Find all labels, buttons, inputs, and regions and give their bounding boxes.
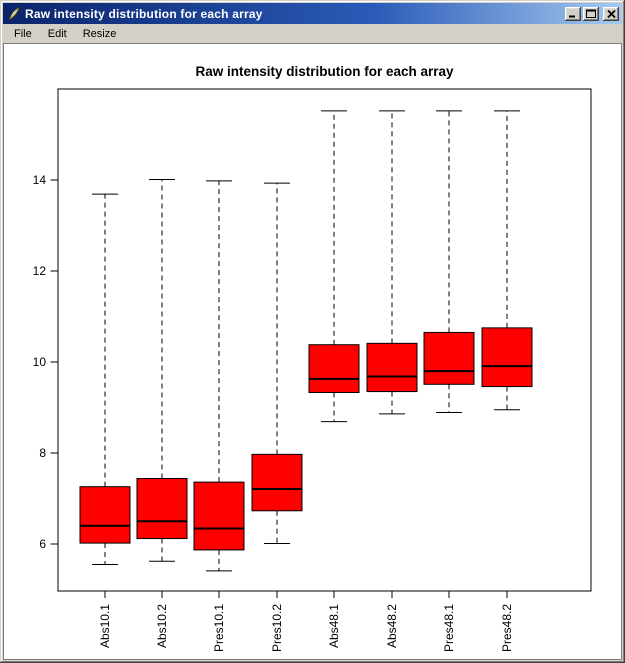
x-tick-label: Pres10.2 (270, 604, 284, 652)
feather-icon[interactable] (7, 6, 22, 21)
window-title: Raw intensity distribution for each arra… (25, 6, 263, 21)
x-tick-label: Abs10.2 (155, 604, 169, 648)
y-tick-label: 12 (33, 264, 47, 278)
maximize-icon (586, 9, 596, 18)
boxplot-box: Pres48.2 (481, 110, 533, 652)
menu-item-edit[interactable]: Edit (47, 27, 67, 40)
menu-bar: File Edit Resize (3, 24, 622, 43)
boxplot-box: Abs48.1 (308, 110, 360, 648)
menu-item-file[interactable]: File (14, 27, 32, 40)
x-tick-label: Pres10.1 (212, 604, 226, 652)
iqr-box (308, 344, 360, 393)
iqr-box (481, 327, 533, 388)
boxplot-box: Abs48.2 (366, 110, 418, 648)
plot-canvas: Raw intensity distribution for each arra… (3, 43, 622, 660)
iqr-box (251, 453, 303, 512)
y-tick-label: 10 (33, 355, 47, 369)
boxplot-box: Pres10.1 (193, 180, 245, 652)
boxplot-box: Abs10.2 (136, 179, 188, 648)
title-bar[interactable]: Raw intensity distribution for each arra… (3, 3, 622, 24)
y-tick-label: 8 (39, 446, 46, 460)
maximize-button[interactable] (583, 6, 599, 21)
x-tick-label: Abs10.1 (98, 604, 112, 648)
iqr-box (423, 331, 475, 385)
x-tick-label: Abs48.2 (385, 604, 399, 648)
iqr-box (136, 477, 188, 540)
minimize-icon (569, 15, 575, 18)
x-tick-label: Pres48.2 (500, 604, 514, 652)
plot-frame (57, 88, 592, 592)
x-tick-label: Pres48.1 (442, 604, 456, 652)
iqr-box (366, 342, 418, 393)
y-tick-label: 14 (33, 173, 47, 187)
close-icon (606, 9, 616, 18)
boxplot-box: Abs10.1 (79, 193, 131, 648)
y-tick-label: 6 (39, 537, 46, 551)
plot-svg: Raw intensity distribution for each arra… (33, 64, 592, 652)
close-button[interactable] (603, 6, 619, 21)
iqr-box (79, 486, 131, 544)
minimize-button[interactable] (565, 6, 581, 21)
iqr-box (193, 481, 245, 551)
chart-title: Raw intensity distribution for each arra… (195, 64, 454, 79)
boxplot-box: Pres10.2 (251, 182, 303, 652)
x-tick-label: Abs48.1 (327, 604, 341, 648)
menu-item-resize[interactable]: Resize (82, 27, 117, 40)
boxplot-box: Pres48.1 (423, 110, 475, 652)
